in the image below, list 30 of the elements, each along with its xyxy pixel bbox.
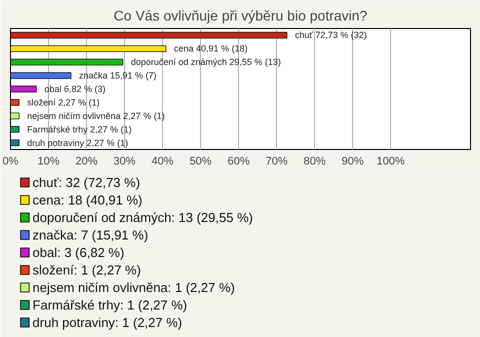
x-tick-label: 100%: [376, 156, 405, 168]
chart-title: Co Vás ovlivňuje při výběru bio potravin?: [114, 8, 368, 24]
legend-label: cena: 18 (40,91 %): [32, 192, 142, 208]
x-tick-label: 30%: [114, 156, 136, 168]
x-tick-label: 0%: [2, 156, 19, 168]
x-tick-label: 40%: [152, 156, 174, 168]
data-label: doporučení od známých 29,55 % (13): [130, 57, 281, 68]
x-tick-label: 60%: [228, 156, 250, 168]
data-label: obal 6,82 % (3): [44, 84, 106, 94]
x-tick-label: 80%: [304, 156, 326, 168]
data-label: druh potraviny 2,27 % (1): [27, 138, 128, 148]
legend-label: Farmářské trhy: 1 (2,27 %): [32, 298, 188, 312]
x-tick-label: 20%: [76, 156, 98, 168]
data-label: Farmářské trhy 2,27 % (1): [27, 124, 132, 134]
data-label: složení 2,27 % (1): [27, 97, 100, 108]
legend-label: chuť: 32 (72,73 %): [32, 175, 140, 190]
data-label: nejsem ničím ovlivněna 2,27 % (1): [27, 110, 165, 121]
legend-label: druh potraviny: 1 (2,27 %): [32, 315, 182, 330]
legend-label: složení: 1 (2,27 %): [32, 262, 141, 278]
legend-label: obal: 3 (6,82 %): [32, 245, 124, 260]
data-label: chuť 72,73 % (32): [294, 30, 367, 40]
x-tick-label: 50%: [190, 156, 212, 168]
legend-label: doporučení od známých: 13 (29,55 %): [32, 210, 253, 225]
legend-label: nejsem ničím ovlivněna: 1 (2,27 %): [32, 280, 235, 295]
data-label: cena 40,91 % (18): [174, 44, 248, 54]
data-label: značka 15,91 % (7): [78, 70, 157, 81]
x-tick-label: 90%: [342, 156, 364, 168]
x-tick-label: 10%: [38, 156, 60, 168]
x-tick-label: 70%: [266, 156, 288, 168]
legend-label: značka: 7 (15,91 %): [32, 228, 148, 242]
